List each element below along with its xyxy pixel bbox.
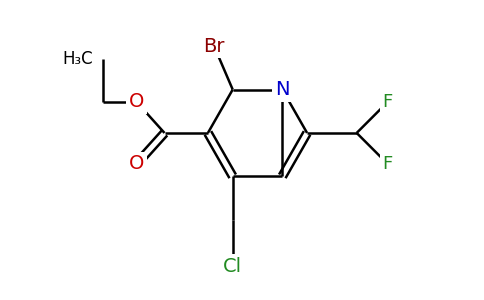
Text: O: O [129, 154, 144, 173]
Text: O: O [129, 92, 144, 112]
Text: F: F [382, 93, 393, 111]
Text: F: F [382, 155, 393, 173]
Text: N: N [275, 80, 289, 99]
Text: H₃C: H₃C [62, 50, 93, 68]
Text: Cl: Cl [223, 257, 242, 276]
Text: Br: Br [203, 37, 225, 56]
